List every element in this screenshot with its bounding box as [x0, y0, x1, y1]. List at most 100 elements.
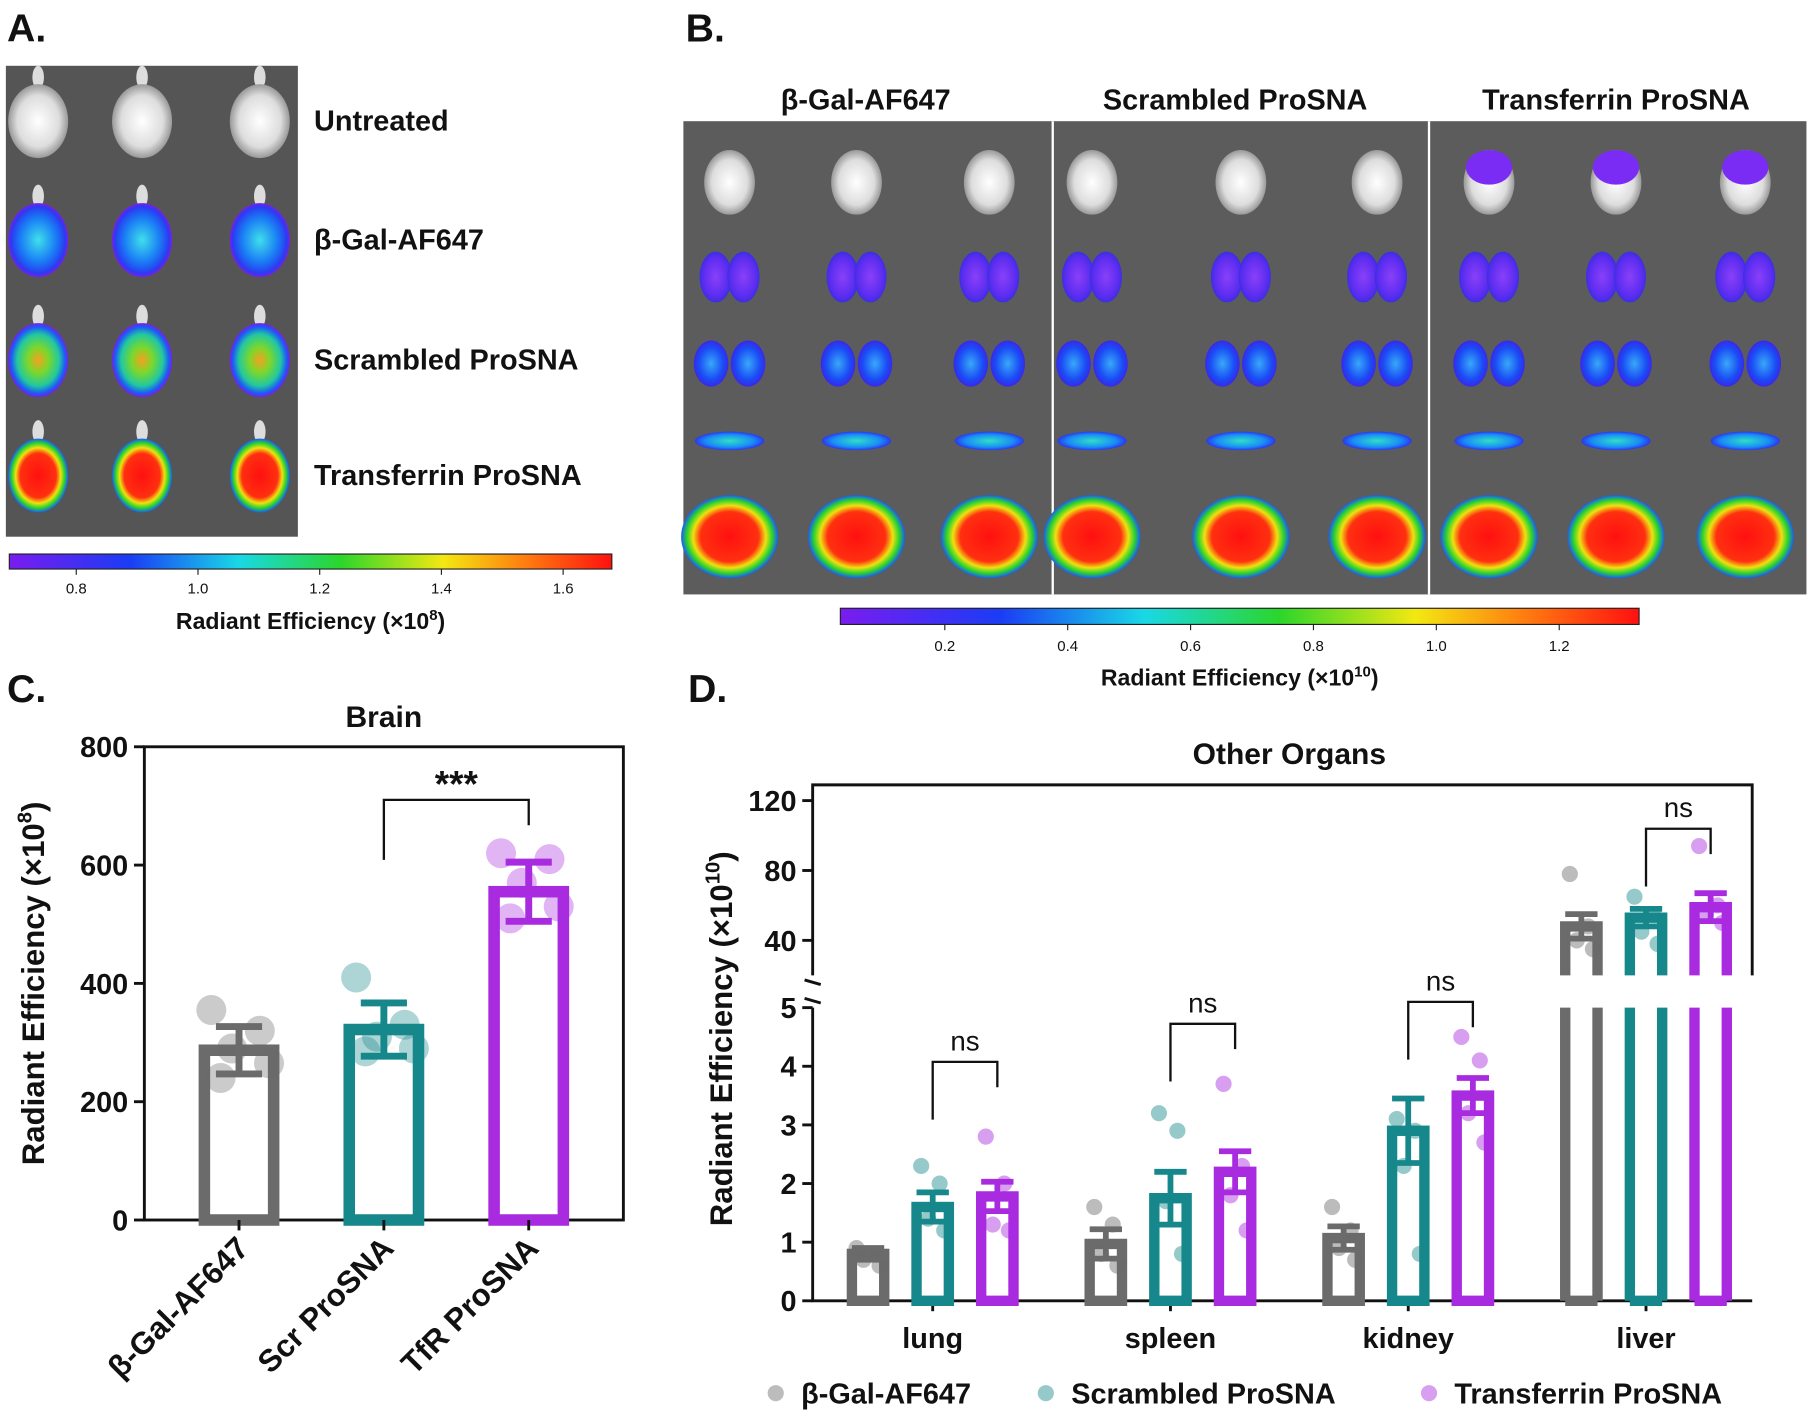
colorbar-tick-label: 0.6 [1180, 638, 1201, 655]
y-tick-label: 5 [780, 993, 796, 1025]
data-point [1584, 941, 1601, 958]
data-point [977, 1128, 994, 1145]
brain-image [112, 84, 173, 159]
data-point [205, 1063, 236, 1094]
chart-title: Other Organs [1193, 738, 1386, 771]
axis-label-text: ) [1371, 665, 1379, 691]
y-tick-label: 400 [80, 969, 128, 1001]
bar [488, 885, 570, 1226]
spleen-image [1710, 431, 1780, 451]
tail [32, 420, 44, 444]
lung-image [727, 251, 760, 303]
liver-image [940, 495, 1038, 579]
kidney-image [857, 340, 893, 387]
row-label: Scrambled ProSNA [314, 344, 579, 376]
legend-label: Transferrin ProSNA [1454, 1379, 1722, 1411]
kidney-image [990, 340, 1026, 387]
panel-label: B. [686, 7, 725, 51]
y-tick-label: 80 [764, 856, 796, 888]
lung-image [1459, 251, 1492, 303]
data-point [217, 1033, 248, 1064]
brain-signal [1592, 150, 1640, 185]
liver-image [681, 495, 779, 579]
brain-image [8, 323, 69, 398]
colorbar [8, 553, 613, 570]
x-tick-label: Scr ProSNA [251, 1230, 401, 1380]
legend-marker [767, 1385, 784, 1402]
lung-image [959, 251, 992, 303]
lung-image [1585, 251, 1619, 303]
data-point [1561, 865, 1578, 883]
significance-bracket [931, 1060, 999, 1120]
tail [254, 184, 266, 208]
significance-bracket [1644, 827, 1712, 887]
data-point [1471, 1052, 1488, 1069]
brain-image [963, 150, 1015, 215]
column-header: β-Gal-AF647 [781, 85, 951, 117]
data-point [1691, 837, 1708, 855]
lung-image [1347, 251, 1380, 303]
axis-break [804, 978, 822, 986]
axis-label-exponent: 8 [14, 812, 36, 823]
brain-image [1066, 150, 1118, 215]
spleen-image [1057, 431, 1127, 451]
axis-label: Radiant Efficiency (×108) [176, 607, 445, 634]
y-tick-label: 600 [80, 850, 128, 882]
colorbar-tick-label: 1.6 [553, 580, 574, 597]
lung-image [1210, 251, 1244, 303]
row-label: Untreated [314, 105, 449, 137]
data-point [1109, 1257, 1126, 1274]
colorbar-tick-label: 1.0 [188, 580, 209, 597]
y-tick-label: 0 [780, 1286, 796, 1318]
axis-label-exponent: 10 [1354, 663, 1371, 680]
spleen-image [694, 431, 765, 451]
significance-bracket [1407, 1000, 1475, 1060]
lung-image [826, 251, 859, 303]
axis-label-text: ) [438, 608, 446, 634]
row-label: β-Gal-AF647 [314, 224, 484, 256]
tail [136, 184, 148, 208]
liver-image [1192, 495, 1290, 579]
legend-label: β-Gal-AF647 [801, 1379, 971, 1411]
tail [254, 304, 266, 328]
lung-image [699, 251, 732, 303]
colorbar-tick-label: 1.0 [1426, 638, 1447, 655]
brain-image [8, 438, 69, 513]
data-point [1215, 1075, 1232, 1092]
kidney-image [820, 340, 856, 387]
axis-label-exponent: 8 [429, 607, 437, 624]
kidney-image [1746, 340, 1782, 387]
liver-image [1440, 495, 1538, 579]
tail [32, 184, 44, 208]
brain-image [229, 84, 290, 159]
lung-image [1715, 251, 1748, 303]
panel-label: D. [688, 667, 727, 711]
axis-label-text: Radiant Efficiency (×10 [1101, 665, 1354, 691]
kidney-image [953, 340, 989, 387]
colorbar-tick-label: 1.2 [309, 580, 330, 597]
data-point [1476, 1134, 1493, 1151]
column-header: Scrambled ProSNA [1103, 85, 1368, 117]
colorbar-tick-label: 0.8 [1303, 638, 1324, 655]
axis-label-text: ) [704, 851, 739, 861]
bar [1560, 1007, 1603, 1307]
y-tick-label: 120 [748, 786, 796, 818]
brain-image [8, 203, 69, 278]
x-tick-label: β-Gal-AF647 [101, 1230, 256, 1385]
data-point [341, 962, 372, 993]
lung-image [1238, 251, 1271, 303]
axis-label: Radiant Efficiency (×108) [14, 802, 50, 1166]
brain-image [112, 203, 173, 278]
kidney-image [1341, 340, 1376, 387]
significance-label: ns [1426, 965, 1455, 996]
kidney-image [730, 340, 766, 387]
data-point [1709, 897, 1726, 914]
significance-label: ns [950, 1025, 979, 1056]
data-point [936, 1222, 953, 1239]
colorbar-tick-label: 0.4 [1057, 638, 1078, 655]
data-point [1411, 1245, 1428, 1262]
tail [136, 65, 148, 89]
colorbar [839, 607, 1640, 626]
y-tick-label: 3 [780, 1110, 796, 1142]
